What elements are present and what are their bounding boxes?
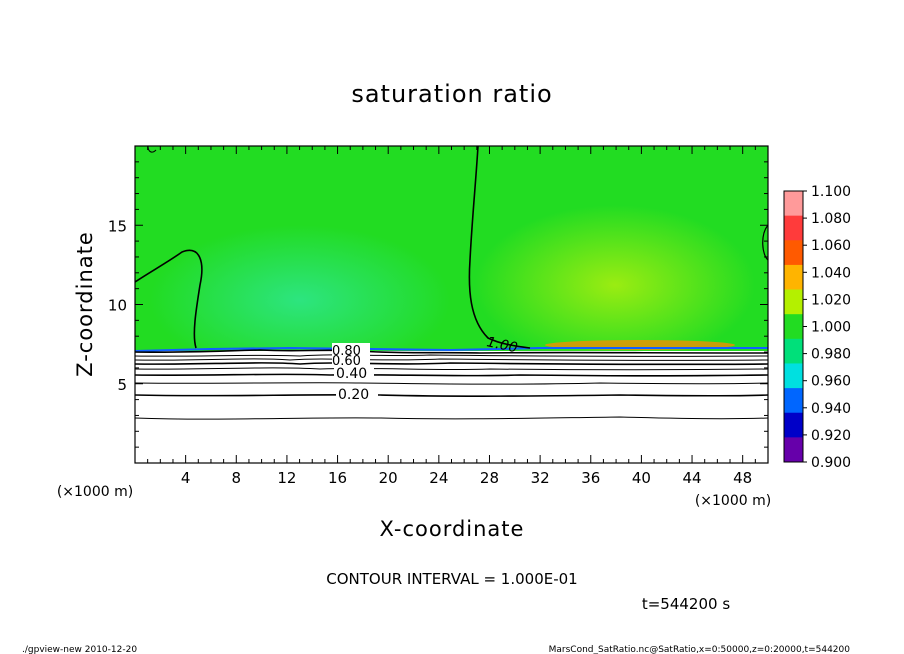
colorbar-swatch bbox=[784, 388, 803, 414]
colorbar: 1.100 1.080 1.060 1.040 1.020 1.000 0.980 0.960… bbox=[783, 184, 851, 471]
colorbar-label: 0.920 bbox=[811, 428, 851, 444]
contour-line-0-80 bbox=[135, 354, 768, 357]
x-tick-label: 12 bbox=[277, 469, 296, 487]
contour-label-backdrop-0-20 bbox=[336, 387, 378, 401]
chart-title: saturation ratio bbox=[351, 80, 552, 108]
y-axis-unit: (×1000 m) bbox=[57, 484, 133, 500]
contour-label-backdrop-0-60 bbox=[332, 355, 370, 366]
contour-label-backdrop-0-80 bbox=[332, 343, 370, 355]
contour-line-0-50 bbox=[135, 367, 768, 371]
unsaturated-region bbox=[135, 351, 768, 463]
colorbar-swatch bbox=[784, 437, 803, 463]
colorbar-swatch bbox=[784, 289, 803, 315]
contour-label-0-60: 0.60 bbox=[332, 354, 361, 369]
x-tick-label: 28 bbox=[480, 469, 499, 487]
contour-label-1-00: 1.00 bbox=[485, 334, 519, 356]
colorbar-swatch bbox=[784, 314, 803, 340]
colorbar-swatch bbox=[784, 240, 803, 266]
colorbar-swatch bbox=[784, 264, 803, 290]
contour-line-0-70 bbox=[135, 358, 768, 361]
colorbar-swatch bbox=[784, 191, 803, 216]
colorbar-swatch bbox=[784, 338, 803, 364]
contour-line-1-00-upper bbox=[135, 249, 203, 349]
contour-line-1-00 bbox=[468, 146, 531, 349]
y-tick-label: 10 bbox=[108, 297, 127, 315]
colorbar-label: 0.960 bbox=[811, 374, 851, 390]
contour-line-1-00-edge bbox=[762, 224, 768, 261]
contour-line-0-30 bbox=[135, 382, 768, 385]
colorbar-label: 1.100 bbox=[811, 184, 851, 200]
time-text: t=544200 s bbox=[642, 595, 730, 613]
x-tick-label: 16 bbox=[328, 469, 347, 487]
x-tick-label: 8 bbox=[232, 469, 242, 487]
colorbar-swatch bbox=[784, 363, 803, 389]
colorbar-label: 0.900 bbox=[811, 455, 851, 471]
x-axis-unit: (×1000 m) bbox=[695, 493, 771, 509]
colorbar-label: 1.060 bbox=[811, 238, 851, 254]
contour-label-0-20: 0.20 bbox=[338, 387, 369, 403]
y-tick-label: 5 bbox=[117, 376, 127, 394]
contour-interval-text: CONTOUR INTERVAL = 1.000E-01 bbox=[326, 570, 577, 588]
x-axis-label: X-coordinate bbox=[380, 517, 525, 541]
x-tick-label: 32 bbox=[531, 469, 550, 487]
supersaturated-patch bbox=[475, 205, 755, 365]
contour-line-0-40 bbox=[135, 373, 768, 377]
colorbar-swatch bbox=[784, 412, 803, 438]
x-tick-label: 20 bbox=[379, 469, 398, 487]
footer-right: MarsCond_SatRatio.nc@SatRatio,x=0:50000,… bbox=[549, 645, 851, 654]
y-axis-label: Z-coordinate bbox=[73, 231, 97, 377]
contour-label-0-40: 0.40 bbox=[336, 366, 367, 382]
plot-area bbox=[135, 146, 768, 463]
colorbar-label: 0.980 bbox=[811, 347, 851, 363]
x-tick-label: 4 bbox=[181, 469, 191, 487]
contour-line-0-90 bbox=[135, 349, 768, 354]
colorbar-label: 1.000 bbox=[811, 320, 851, 336]
colorbar-swatch bbox=[784, 215, 803, 241]
contour-label-backdrop-0-40 bbox=[334, 367, 374, 380]
subsaturated-patch bbox=[150, 225, 450, 375]
x-tick-label: 48 bbox=[733, 469, 752, 487]
y-axis-ticks: 5 10 15 bbox=[108, 161, 768, 448]
contour-line-0-10 bbox=[135, 416, 768, 420]
colorbar-label: 0.940 bbox=[811, 401, 851, 417]
contour-labels: 1.00 0.80 0.60 0.40 0.20 bbox=[332, 334, 519, 403]
colorbar-label: 1.020 bbox=[811, 292, 851, 308]
x-tick-label: 40 bbox=[632, 469, 651, 487]
x-axis-ticks: 4 8 12 16 20 24 28 32 36 40 44 48 bbox=[147, 146, 756, 487]
y-tick-label: 15 bbox=[108, 217, 127, 235]
colorbar-label: 1.080 bbox=[811, 211, 851, 227]
contour-line-0-20 bbox=[135, 393, 768, 397]
contour-line-0-60 bbox=[135, 362, 768, 366]
x-tick-label: 36 bbox=[581, 469, 600, 487]
x-tick-label: 44 bbox=[682, 469, 701, 487]
x-tick-label: 24 bbox=[429, 469, 448, 487]
colorbar-label: 1.040 bbox=[811, 265, 851, 281]
footer-left: ./gpview-new 2010-12-20 bbox=[22, 645, 137, 654]
